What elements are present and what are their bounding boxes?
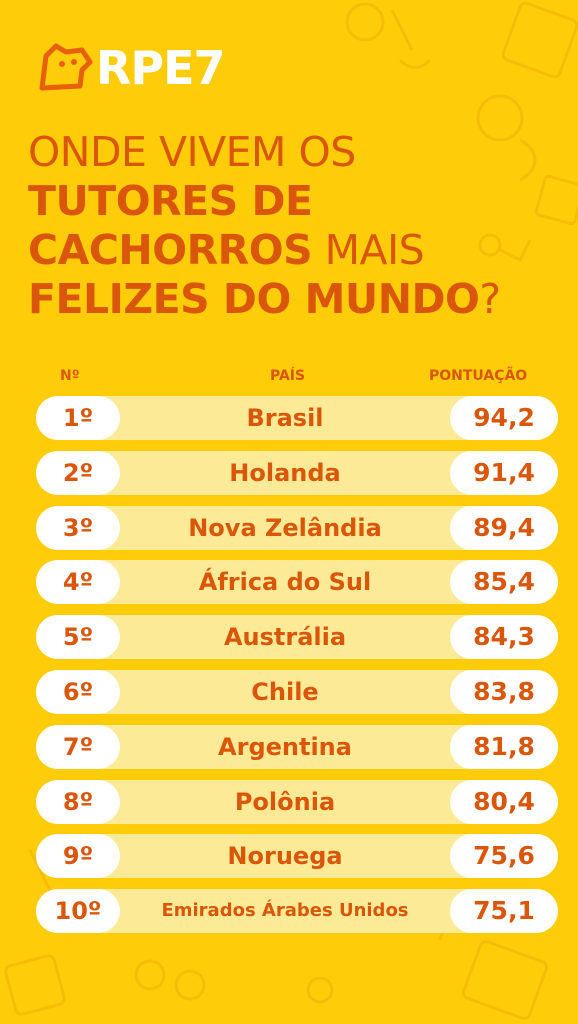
country-cell: Emirados Árabes Unidos — [161, 900, 409, 922]
score-cell: 75,1 — [450, 889, 558, 934]
header-rank: Nº — [60, 368, 80, 384]
title-line-4-bold: FELIZES DO MUNDO — [28, 275, 480, 323]
rank-cell: 10º — [36, 889, 120, 934]
table-row: 4º África do Sul 85,4 — [36, 560, 558, 605]
table-row: 1º Brasil 94,2 — [36, 396, 558, 440]
brand-name: RPE7 — [96, 41, 226, 95]
title-line-3-light: MAIS — [312, 226, 425, 274]
rank-cell: 3º — [36, 505, 120, 550]
score-cell: 89,4 — [450, 505, 558, 550]
brand-logo: RPE7 — [36, 40, 226, 96]
rank-cell: 1º — [36, 396, 120, 440]
score-cell: 80,4 — [450, 779, 558, 824]
ranking-table: 1º Brasil 94,2 2º Holanda 91,4 3º Nova Z… — [36, 396, 558, 944]
score-cell: 75,6 — [450, 834, 558, 879]
header-country: PAÍS — [270, 368, 306, 384]
country-cell: Holanda — [229, 458, 341, 487]
country-cell: Polônia — [234, 787, 336, 816]
score-cell: 85,4 — [450, 560, 558, 605]
country-cell: Argentina — [218, 732, 352, 761]
country-cell: Chile — [251, 677, 319, 706]
score-cell: 91,4 — [450, 450, 558, 495]
rank-cell: 7º — [36, 724, 120, 769]
country-cell: Austrália — [223, 623, 347, 652]
table-row: 7º Argentina 81,8 — [36, 724, 558, 769]
country-cell: Noruega — [227, 842, 343, 871]
score-cell: 83,8 — [450, 669, 558, 714]
dog-head-icon — [39, 43, 93, 91]
score-cell: 81,8 — [450, 724, 558, 769]
page-title: ONDE VIVEM OS TUTORES DE CACHORROS MAIS … — [28, 128, 558, 324]
table-row: 2º Holanda 91,4 — [36, 450, 558, 495]
country-cell: Nova Zelândia — [188, 513, 382, 542]
title-line-1: ONDE VIVEM OS — [28, 128, 356, 176]
rank-cell: 5º — [36, 615, 120, 660]
title-line-3-bold: CACHORROS — [28, 226, 313, 274]
country-cell: Brasil — [246, 404, 324, 432]
rank-cell: 8º — [36, 779, 120, 824]
rank-cell: 6º — [36, 669, 120, 714]
table-row: 5º Austrália 84,3 — [36, 615, 558, 660]
table-row: 9º Noruega 75,6 — [36, 834, 558, 879]
rank-cell: 4º — [36, 560, 120, 605]
rank-cell: 9º — [36, 834, 120, 879]
table-header: Nº PAÍS PONTUAÇÃO — [0, 368, 578, 388]
table-row: 6º Chile 83,8 — [36, 669, 558, 714]
rank-cell: 2º — [36, 450, 120, 495]
country-cell: África do Sul — [198, 568, 372, 597]
score-cell: 84,3 — [450, 615, 558, 660]
title-line-2: TUTORES DE — [28, 177, 313, 225]
table-row: 8º Polônia 80,4 — [36, 779, 558, 824]
title-line-3: CACHORROS MAIS — [28, 226, 558, 275]
title-line-4: FELIZES DO MUNDO? — [28, 275, 558, 324]
table-row: 10º Emirados Árabes Unidos 75,1 — [36, 889, 558, 934]
header-score: PONTUAÇÃO — [429, 368, 528, 384]
table-row: 3º Nova Zelândia 89,4 — [36, 505, 558, 550]
title-line-4-light: ? — [479, 275, 501, 323]
score-cell: 94,2 — [450, 396, 558, 440]
